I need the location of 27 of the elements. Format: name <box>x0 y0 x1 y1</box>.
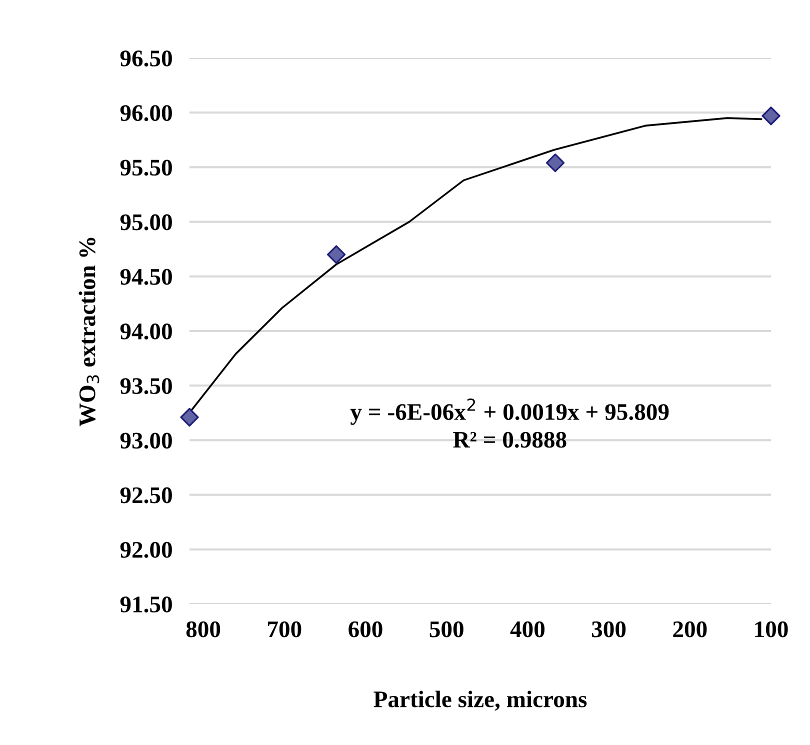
y-tick-label: 95.00 <box>120 214 172 230</box>
x-tick-label: 400 <box>510 621 545 638</box>
x-tick-label: 100 <box>755 621 788 638</box>
x-tick-label: 600 <box>348 621 382 638</box>
point <box>546 153 565 172</box>
point <box>326 245 346 264</box>
x-axis-title: Particle size, microns <box>374 690 587 711</box>
x-tick-label: 700 <box>268 621 302 638</box>
y-tick-label: 91.50 <box>120 596 172 613</box>
x-tick-label: 800 <box>186 621 220 638</box>
annotation: y = -6E-06x$^{2}$ + 0.0019x + 95.809 <box>350 398 669 425</box>
point <box>180 408 199 427</box>
x-tick-label: 500 <box>430 621 464 638</box>
y-tick-label: 93.50 <box>120 378 172 394</box>
x-tick-label: 300 <box>592 621 626 638</box>
y-tick-label: 96.00 <box>120 105 172 122</box>
point <box>762 106 780 126</box>
x-tick-label: 200 <box>673 621 707 638</box>
y-tick-label: 96.50 <box>120 50 172 67</box>
y-tick-label: 92.50 <box>120 487 172 504</box>
y-tick-label: 94.00 <box>120 323 172 340</box>
y-tick-label: 94.50 <box>120 268 172 285</box>
y-axis-title: WO$_{3}$ extraction % <box>78 238 100 426</box>
annotation: R² = 0.9888 <box>453 432 566 448</box>
y-tick-label: 92.00 <box>120 542 172 558</box>
y-tick-label: 95.50 <box>120 160 172 176</box>
y-tick-label: 93.00 <box>120 432 172 449</box>
